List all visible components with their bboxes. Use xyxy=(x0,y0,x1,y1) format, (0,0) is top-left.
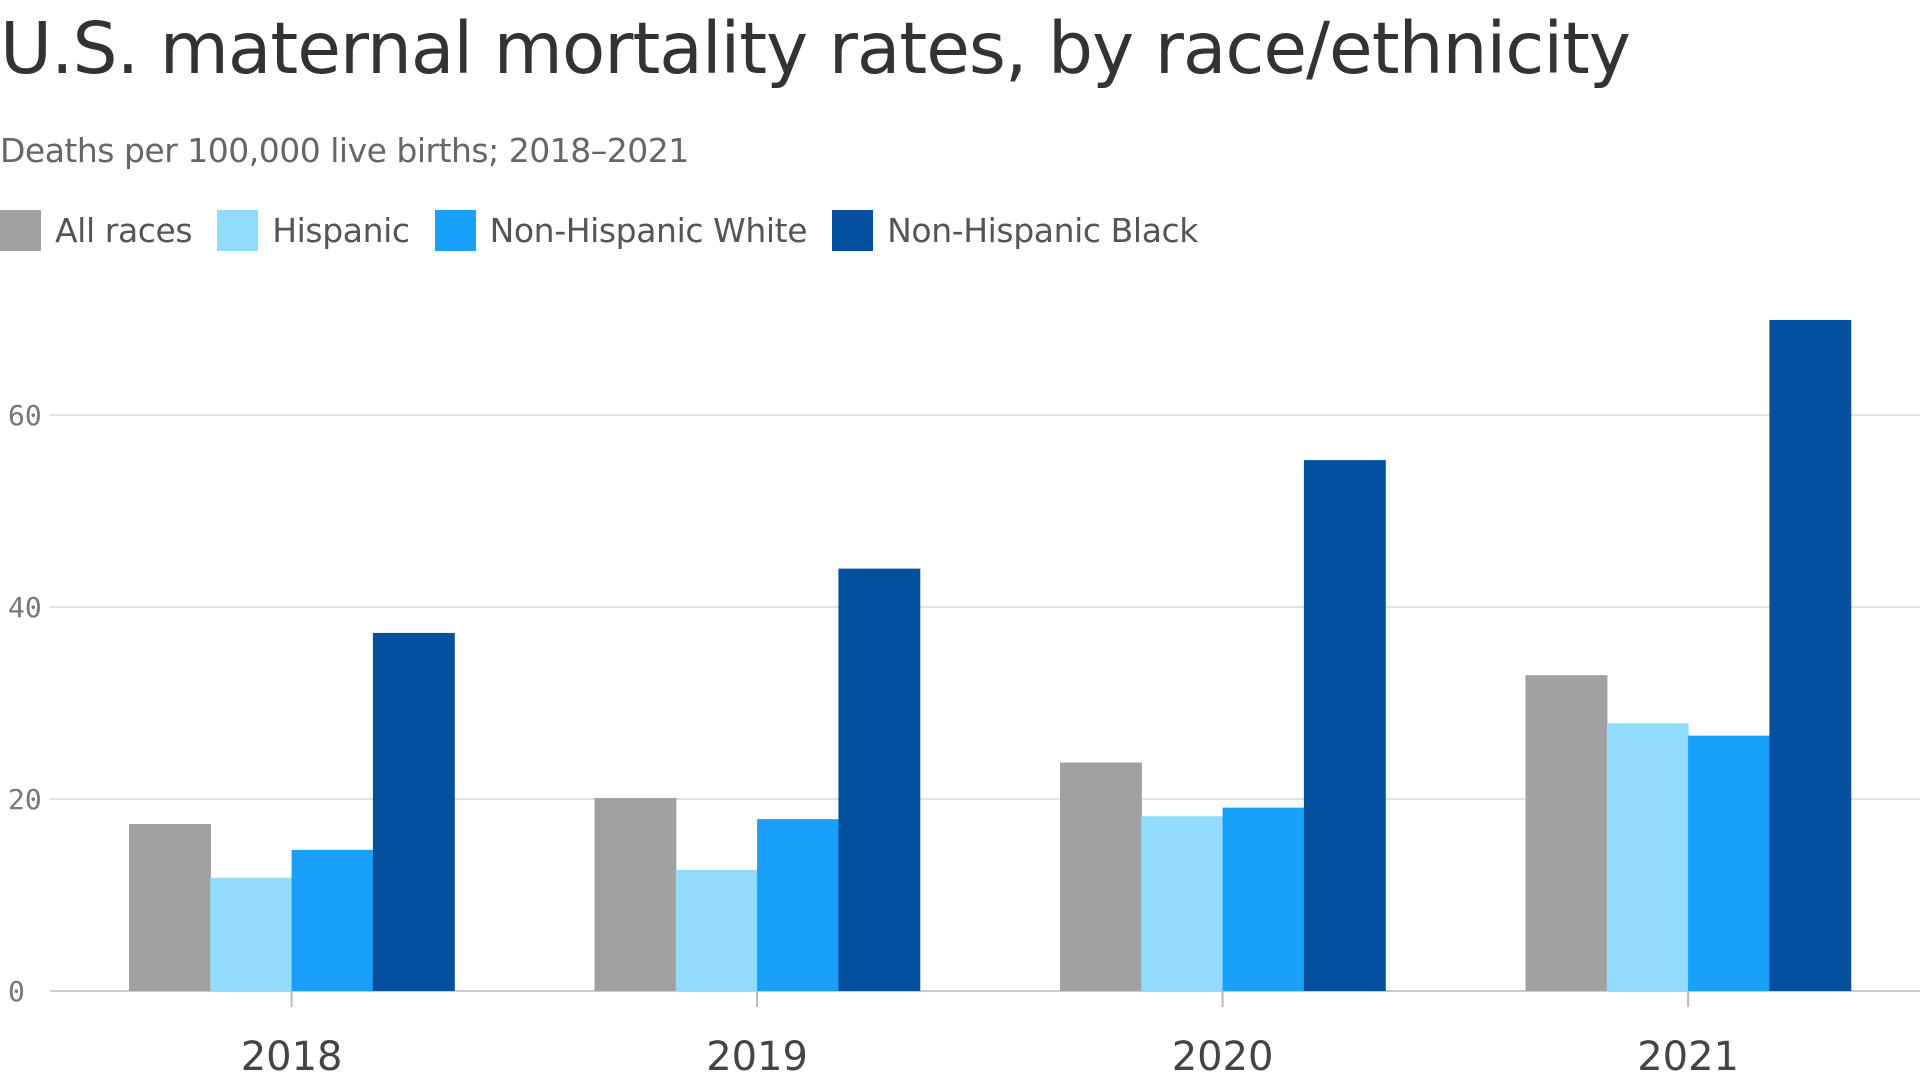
x-tick-label-2019: 2019 xyxy=(706,1034,808,1080)
legend-item-non-hispanic-black: Non-Hispanic Black xyxy=(832,209,1198,251)
x-tick-label-2021: 2021 xyxy=(1637,1034,1739,1080)
bar-hispanic-2020 xyxy=(1141,816,1224,991)
bar-hispanic-2019 xyxy=(675,870,758,991)
bar-all-races-2019 xyxy=(594,798,677,991)
bar-non-hispanic-white-2019 xyxy=(757,819,839,991)
chart-legend: All races Hispanic Non-Hispanic White No… xyxy=(0,209,1223,251)
x-tick-label-2018: 2018 xyxy=(241,1034,343,1080)
chart-title: U.S. maternal mortality rates, by race/e… xyxy=(0,7,1631,90)
bar-non-hispanic-black-2021 xyxy=(1769,319,1852,992)
bar-all-races-2018 xyxy=(129,823,211,991)
bar-hispanic-2018 xyxy=(210,877,293,991)
legend-label-non-hispanic-black: Non-Hispanic Black xyxy=(887,210,1198,250)
legend-label-non-hispanic-white: Non-Hispanic White xyxy=(489,210,808,250)
legend-swatch-all-races xyxy=(0,209,41,251)
legend-swatch-non-hispanic-black xyxy=(832,209,874,251)
bar-all-races-2020 xyxy=(1060,762,1142,991)
legend-swatch-hispanic xyxy=(217,209,259,251)
chart-subtitle: Deaths per 100,000 live births; 2018–202… xyxy=(0,131,689,170)
bar-all-races-2021 xyxy=(1525,675,1608,991)
legend-label-all-races: All races xyxy=(55,210,193,250)
y-tick-label-0: 0 xyxy=(8,975,25,1008)
y-tick-label-60: 60 xyxy=(8,399,42,432)
x-axis: 2018 2019 2020 2021 xyxy=(241,991,1739,1080)
y-axis-labels: 0 20 40 60 xyxy=(8,399,42,1008)
bars xyxy=(129,319,1852,992)
bar-non-hispanic-black-2019 xyxy=(838,568,921,991)
y-tick-label-20: 20 xyxy=(8,783,42,816)
bar-non-hispanic-white-2021 xyxy=(1688,735,1770,991)
bar-non-hispanic-black-2018 xyxy=(372,632,455,991)
bar-hispanic-2021 xyxy=(1606,723,1689,991)
bar-non-hispanic-black-2020 xyxy=(1303,460,1386,991)
legend-item-all-races: All races xyxy=(0,209,193,251)
y-tick-label-40: 40 xyxy=(8,591,42,624)
legend-item-non-hispanic-white: Non-Hispanic White xyxy=(434,209,808,251)
legend-swatch-non-hispanic-white xyxy=(434,209,476,251)
x-tick-label-2020: 2020 xyxy=(1172,1034,1274,1080)
legend-label-hispanic: Hispanic xyxy=(272,210,410,250)
legend-item-hispanic: Hispanic xyxy=(217,209,410,251)
bar-non-hispanic-white-2020 xyxy=(1222,807,1305,991)
bar-non-hispanic-white-2018 xyxy=(291,849,374,991)
